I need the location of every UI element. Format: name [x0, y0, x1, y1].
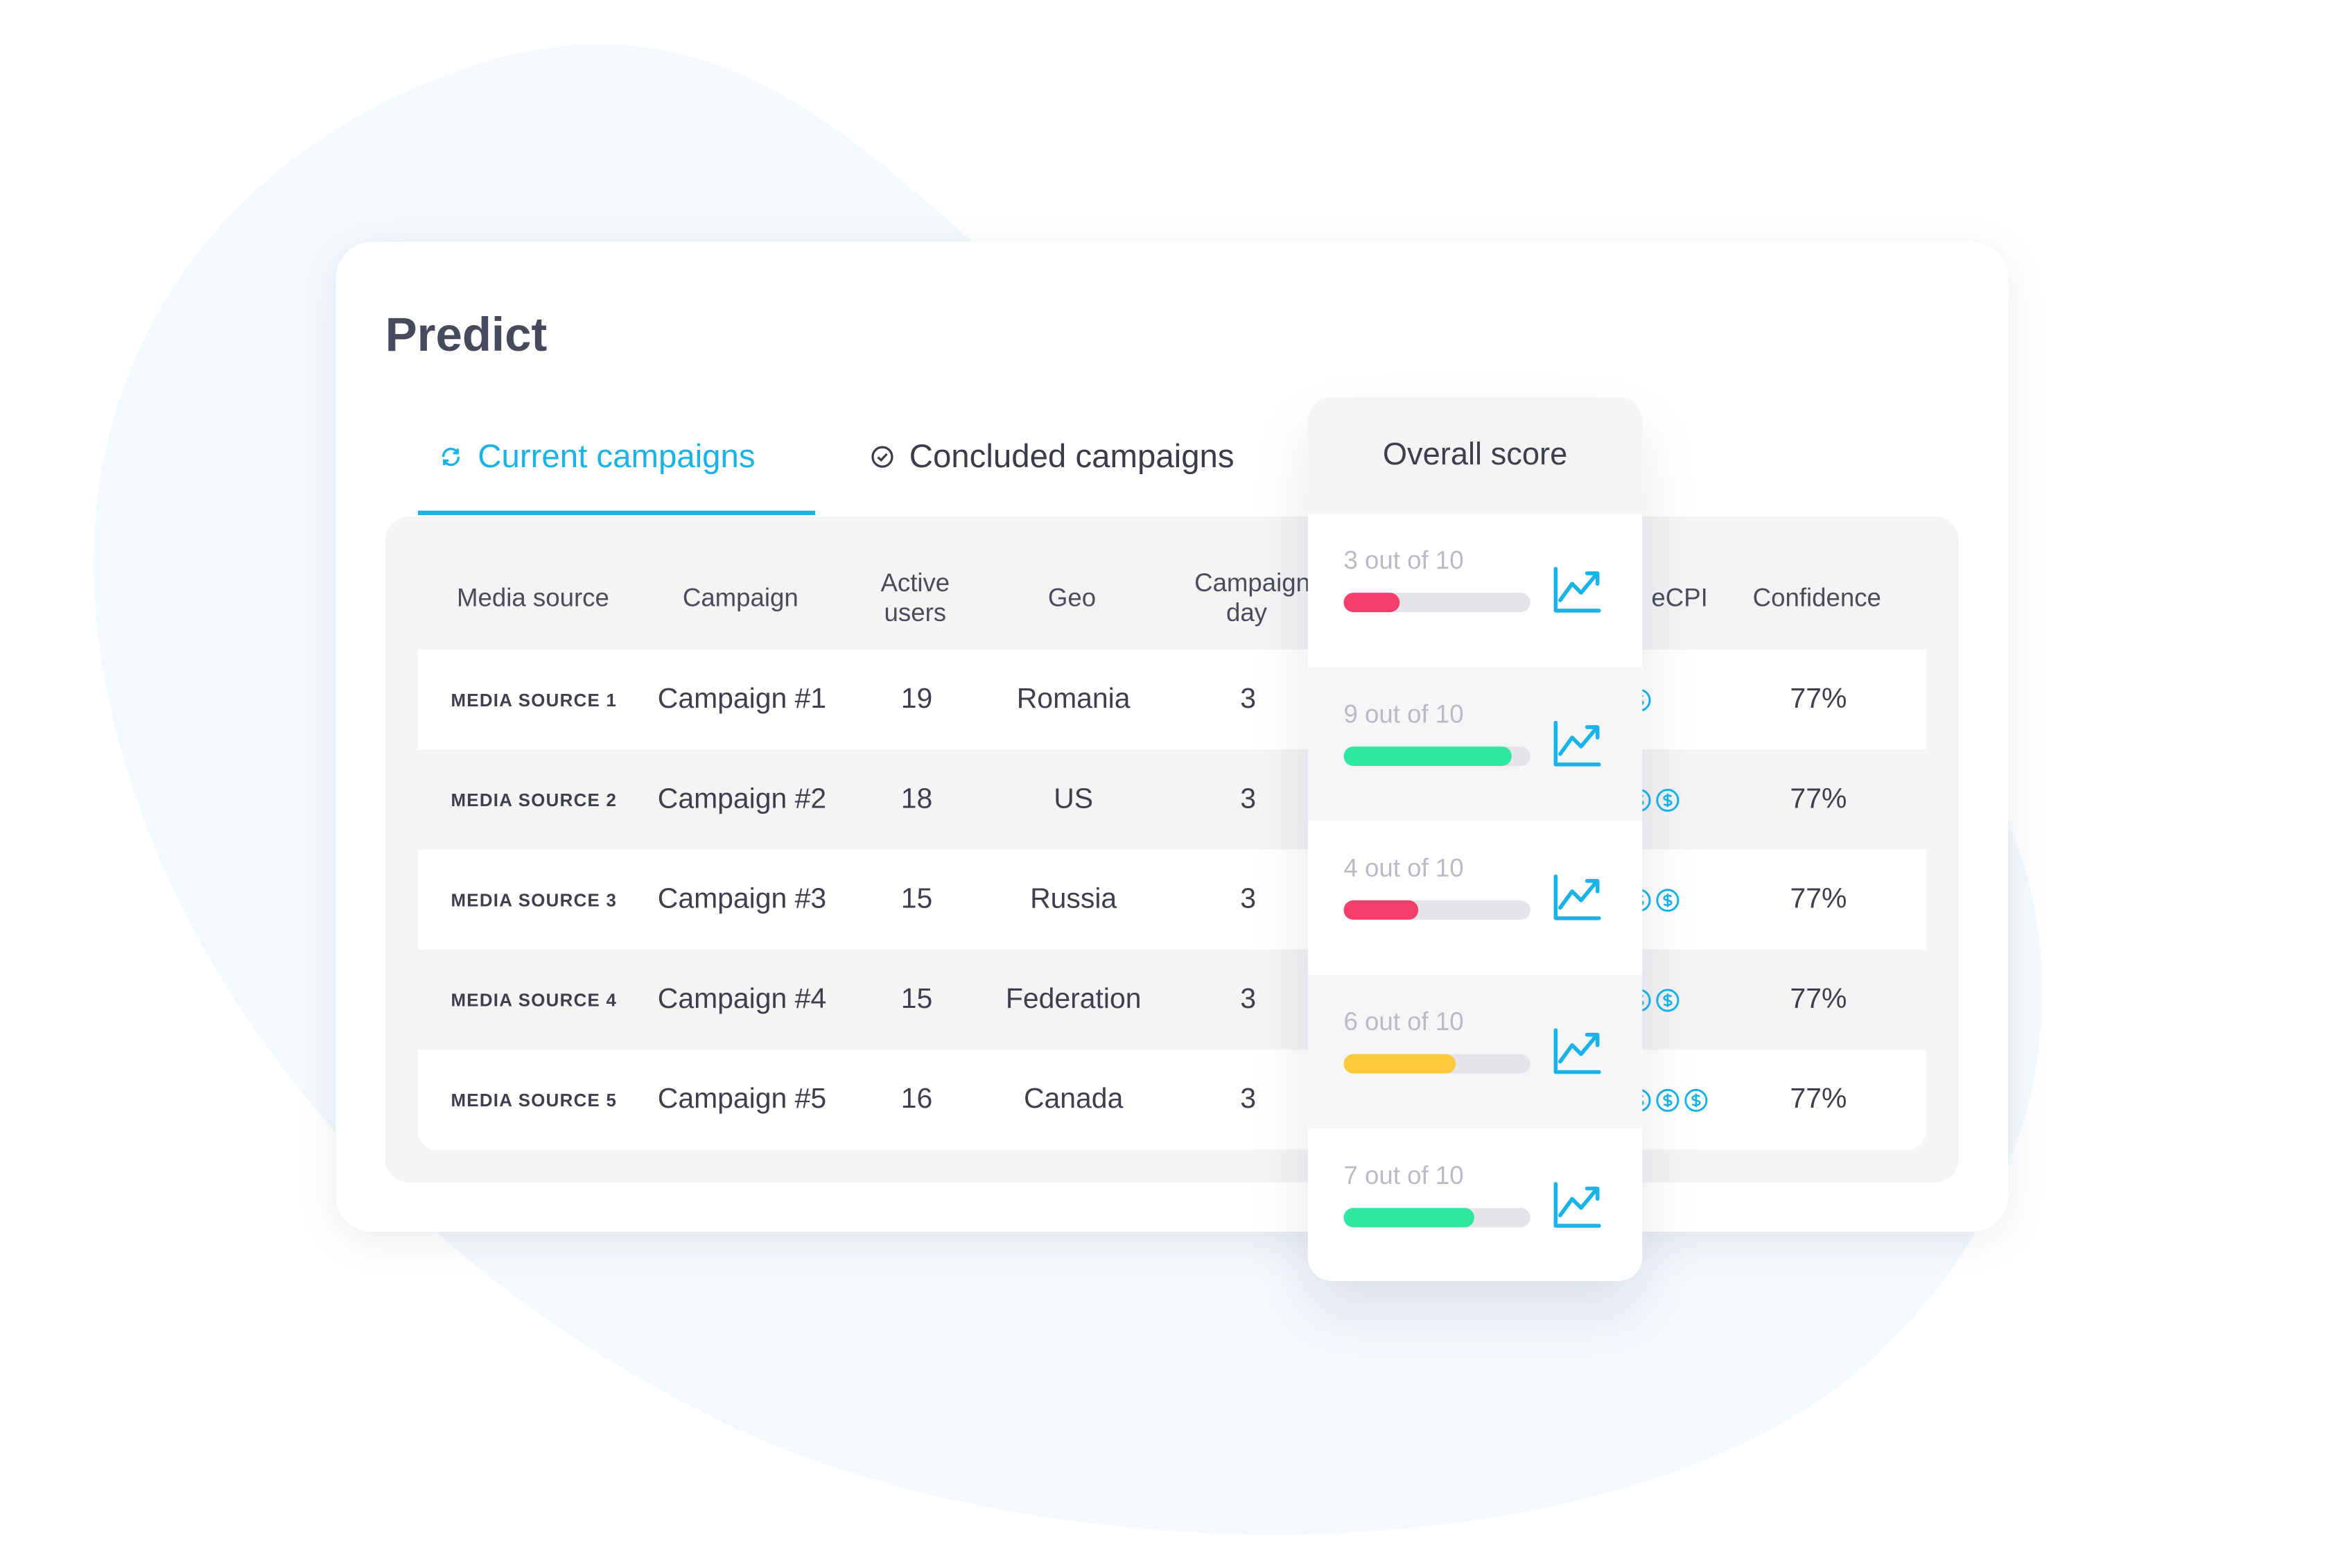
table-cell: Campaign #4	[657, 983, 827, 1015]
score-bar	[1343, 1054, 1456, 1074]
score-graphic	[1343, 566, 1601, 613]
trend-icon	[1553, 1028, 1601, 1074]
column-header: Geo	[1047, 584, 1097, 613]
media-source: MEDIA SOURCE 1	[451, 689, 618, 711]
table-cell: 3	[1240, 783, 1257, 815]
table-cell: Federation	[1005, 983, 1142, 1015]
score-header	[1307, 397, 1643, 514]
score-graphic	[1343, 874, 1601, 921]
table-cell: 18	[900, 783, 933, 815]
refresh-icon	[442, 447, 460, 467]
media-source: MEDIA SOURCE 4	[451, 988, 618, 1011]
table-cell: 3	[1240, 683, 1257, 715]
page-title: Predict	[385, 307, 548, 362]
score-graphic	[1343, 1182, 1601, 1228]
column-header: eCPI	[1651, 584, 1708, 613]
table-cell: 77%	[1790, 683, 1847, 715]
column-header: Campaign day	[1194, 568, 1311, 627]
table-cell: Russia	[1030, 883, 1117, 915]
media-source: MEDIA SOURCE 2	[451, 789, 618, 810]
table-row	[418, 749, 1926, 850]
table-cell: 3	[1240, 1083, 1257, 1115]
table-cell: Canada	[1023, 1083, 1124, 1115]
table-cell: Romania	[1016, 683, 1131, 715]
score-label: 6 out of 10	[1343, 1007, 1464, 1036]
check-icon	[871, 446, 893, 468]
table-row	[418, 849, 1926, 950]
trend-icon	[1553, 720, 1601, 767]
trend-icon	[1553, 874, 1601, 921]
score-bar	[1343, 746, 1512, 766]
table-cell: Campaign #3	[657, 883, 827, 915]
score-label: 7 out of 10	[1343, 1161, 1464, 1190]
table-cell: 15	[900, 983, 933, 1015]
column-header: Confidence	[1752, 584, 1881, 613]
score-panel: Overall score 3 out of 10 9 out of 10 4 ou…	[1307, 397, 1643, 1282]
table-cell: US	[1054, 783, 1094, 815]
tab-current[interactable]: Current campaigns	[439, 437, 756, 476]
tab-label: Current campaigns	[478, 437, 756, 475]
score-title: Overall score	[1382, 437, 1568, 472]
tab-underline	[418, 510, 816, 516]
score-label: 4 out of 10	[1343, 854, 1464, 882]
tab-label: Concluded campaigns	[909, 437, 1235, 475]
column-header: Active users	[880, 568, 950, 627]
table-cell: 19	[900, 683, 933, 715]
media-source: MEDIA SOURCE 3	[451, 889, 618, 910]
tab-concluded[interactable]: Concluded campaigns	[871, 437, 1235, 476]
score-label: 3 out of 10	[1343, 546, 1464, 575]
table-cell: Campaign #1	[657, 683, 827, 715]
table-row	[418, 649, 1926, 750]
score-bar	[1343, 593, 1400, 613]
table-cell: 77%	[1790, 783, 1847, 815]
table-cell: 3	[1240, 983, 1257, 1015]
score-cell: 7 out of 10	[1307, 1129, 1643, 1282]
table-cell: 15	[900, 883, 933, 915]
table-row	[418, 1049, 1926, 1150]
column-header: Media source	[457, 584, 609, 613]
trend-icon	[1553, 1182, 1601, 1228]
table-cell: Campaign #2	[657, 783, 827, 815]
table-cell: Campaign #5	[657, 1083, 827, 1115]
table-cell: 16	[900, 1083, 933, 1115]
score-cell: 4 out of 10	[1307, 821, 1643, 975]
column-header: Campaign	[682, 584, 799, 613]
score-bar	[1343, 900, 1419, 920]
table-cell: 77%	[1790, 1083, 1847, 1115]
table-row	[418, 949, 1926, 1050]
score-graphic	[1343, 720, 1601, 767]
score-bar	[1343, 1208, 1474, 1228]
score-label: 9 out of 10	[1343, 700, 1464, 729]
score-cell: 6 out of 10	[1307, 975, 1643, 1129]
media-source: MEDIA SOURCE 5	[451, 1089, 618, 1110]
score-graphic	[1343, 1028, 1601, 1074]
table-cell: 77%	[1790, 883, 1847, 915]
score-cell: 3 out of 10	[1307, 513, 1643, 668]
trend-icon	[1553, 566, 1601, 613]
score-cell: 9 out of 10	[1307, 667, 1643, 821]
table-cell: 3	[1240, 883, 1257, 915]
table-cell: 77%	[1790, 983, 1847, 1015]
